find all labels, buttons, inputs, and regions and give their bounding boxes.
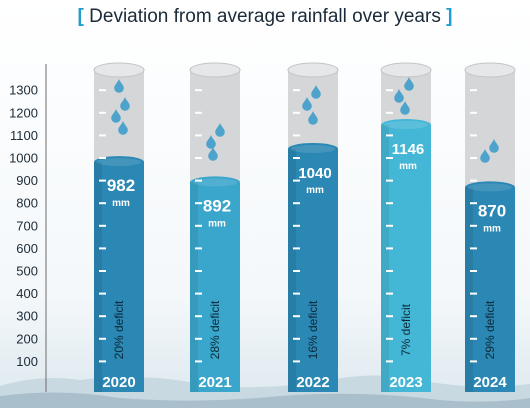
bar-top-shine: [193, 178, 237, 187]
y-tick-label: 900: [16, 173, 38, 188]
tube-rim: [380, 62, 432, 78]
value-label: 870: [478, 201, 506, 220]
bar-shade: [381, 125, 389, 392]
value-label: 1146: [392, 141, 425, 158]
bar-top: [94, 156, 144, 169]
deficit-label: 29% deficit: [483, 300, 497, 359]
bar: [381, 125, 431, 392]
raindrop-icon: [480, 149, 490, 163]
raindrop-icon: [111, 109, 121, 123]
y-tick-label: 1000: [9, 151, 38, 166]
bar-top: [381, 119, 431, 132]
raindrop-icon: [311, 85, 321, 99]
raindrop-icon: [120, 97, 130, 111]
value-unit: mm: [208, 218, 226, 229]
raindrop-icon: [400, 101, 410, 115]
y-tick-label: 400: [16, 286, 38, 301]
raindrop-icon: [215, 123, 225, 137]
year-label: 2020: [102, 374, 135, 391]
deficit-label: 16% deficit: [306, 300, 320, 359]
raindrop-icon: [489, 139, 499, 153]
raindrop-icon: [114, 79, 124, 93]
bar-top-shine: [97, 158, 141, 167]
bar-top-shine: [291, 144, 335, 153]
y-tick-label: 1200: [9, 105, 38, 120]
value-label: 982: [107, 176, 135, 195]
y-tick-label: 300: [16, 309, 38, 324]
value-unit: mm: [112, 198, 130, 209]
deficit-label: 7% deficit: [399, 303, 413, 356]
bar-top-shine: [468, 183, 512, 192]
y-tick-label: 1100: [10, 128, 38, 143]
rainfall-bar-2022: 1040 mm 16% deficit 2022: [287, 62, 339, 392]
y-tick-label: 1300: [9, 83, 38, 98]
deficit-label: 28% deficit: [208, 300, 222, 359]
year-label: 2024: [473, 374, 507, 391]
bar-top: [190, 176, 240, 189]
rainfall-bar-2021: 892 mm 28% deficit 2021: [189, 62, 241, 392]
bar-shade: [190, 182, 198, 392]
tube-rim: [287, 62, 339, 78]
value-unit: mm: [483, 223, 501, 234]
bar: [190, 182, 240, 392]
raindrop-icon: [208, 147, 218, 161]
raindrop-icon: [118, 121, 128, 135]
value-label: 1040: [298, 165, 331, 182]
raindrop-icon: [302, 97, 312, 111]
y-tick-label: 100: [16, 354, 38, 369]
bar: [465, 187, 515, 392]
bar-shade: [465, 187, 473, 392]
chart-title-text: Deviation from average rainfall over yea…: [89, 6, 441, 27]
raindrop-icon: [394, 89, 404, 103]
y-tick-label: 700: [16, 218, 38, 233]
rainfall-bar-2024: 870 mm 29% deficit 2024: [464, 62, 516, 392]
value-unit: mm: [306, 185, 324, 196]
rainfall-bar-2023: 1146 mm 7% deficit 2023: [380, 62, 432, 392]
hills-front: [0, 392, 530, 408]
raindrop-icon: [206, 135, 216, 149]
raindrop-icon: [404, 77, 414, 91]
tube-rim: [93, 62, 145, 78]
y-tick-label: 600: [16, 241, 38, 256]
tube-rim: [189, 62, 241, 78]
chart-title: [ Deviation from average rainfall over y…: [77, 6, 453, 27]
y-tick-label: 200: [16, 331, 38, 346]
tube-rim: [464, 62, 516, 78]
bar-top: [465, 181, 515, 194]
raindrop-icon: [308, 111, 318, 125]
bar-top: [288, 142, 338, 155]
year-label: 2023: [389, 374, 422, 391]
value-unit: mm: [399, 161, 417, 172]
rainfall-bar-2020: 982 mm 20% deficit 2020: [93, 62, 145, 392]
year-label: 2021: [198, 374, 231, 391]
bar-top-shine: [384, 121, 428, 130]
y-tick-label: 800: [16, 196, 38, 211]
bar-shade: [94, 162, 102, 392]
year-label: 2022: [296, 374, 329, 391]
y-tick-label: 500: [16, 264, 38, 279]
value-label: 892: [203, 196, 231, 215]
bar-shade: [288, 148, 296, 392]
bar: [94, 162, 144, 392]
deficit-label: 20% deficit: [112, 300, 126, 359]
